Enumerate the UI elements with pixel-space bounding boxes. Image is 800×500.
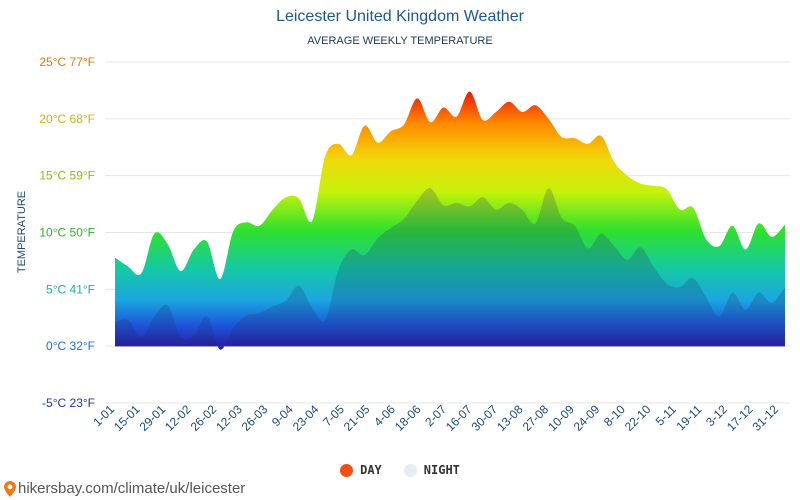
x-tick-label: 22-10 xyxy=(622,402,654,434)
legend-label-day: DAY xyxy=(360,463,382,477)
area-shade-night xyxy=(115,188,785,350)
y-tick-label: 20°C 68°F xyxy=(39,112,95,126)
x-tick-label: 26-03 xyxy=(239,402,271,434)
x-tick-label: 21-05 xyxy=(341,402,373,434)
legend: DAY NIGHT xyxy=(0,463,800,477)
source-link[interactable]: hikersbay.com/climate/uk/leicester xyxy=(4,480,245,497)
y-tick-label: -5°C 23°F xyxy=(42,396,95,410)
x-tick-label: 23-04 xyxy=(290,402,322,434)
chart-title: Leicester United Kingdom Weather xyxy=(276,8,524,25)
y-tick-label: 0°C 32°F xyxy=(46,339,95,353)
x-tick-label: 10-09 xyxy=(545,402,577,434)
temperature-areas xyxy=(115,91,785,350)
x-tick-label: 15-01 xyxy=(111,402,143,434)
y-tick-label: 15°C 59°F xyxy=(39,169,95,183)
x-tick-label: 17-12 xyxy=(724,402,756,434)
x-tick-label: 16-07 xyxy=(443,402,475,434)
x-tick-label: 19-11 xyxy=(674,402,705,433)
x-tick-label: 29-01 xyxy=(137,402,169,434)
x-tick-label: 18-06 xyxy=(392,402,424,434)
y-axis-ticks: 25°C 77°F 20°C 68°F 15°C 59°F 10°C 50°F 5°C … xyxy=(39,55,95,410)
legend-item-night[interactable]: NIGHT xyxy=(403,463,460,477)
x-tick-label: 12-02 xyxy=(162,402,194,434)
x-tick-label: 30-07 xyxy=(469,402,501,434)
y-tick-label: 10°C 50°F xyxy=(39,226,95,240)
location-pin-icon xyxy=(4,480,16,497)
legend-label-night: NIGHT xyxy=(423,463,460,477)
area-series-night xyxy=(115,188,785,350)
x-tick-label: 26-02 xyxy=(188,402,220,434)
legend-item-day[interactable]: DAY xyxy=(340,463,382,477)
y-tick-label: 25°C 77°F xyxy=(39,55,95,69)
night-marker-icon xyxy=(403,463,417,477)
y-axis-label: TEMPERATURE xyxy=(16,191,28,273)
x-tick-label: 12-03 xyxy=(213,402,245,434)
x-axis-ticks: 1-0115-0129-0112-0226-0212-0326-039-0423… xyxy=(90,402,781,434)
x-tick-label: 24-09 xyxy=(571,402,603,434)
x-tick-label: 13-08 xyxy=(494,402,526,434)
x-tick-label: 27-08 xyxy=(520,402,552,434)
day-marker-icon xyxy=(340,463,354,477)
x-tick-label: 31-12 xyxy=(750,402,782,434)
chart-subtitle: AVERAGE WEEKLY TEMPERATURE xyxy=(307,35,493,47)
y-tick-label: 5°C 41°F xyxy=(46,282,95,296)
source-url: hikersbay.com/climate/uk/leicester xyxy=(18,480,246,497)
